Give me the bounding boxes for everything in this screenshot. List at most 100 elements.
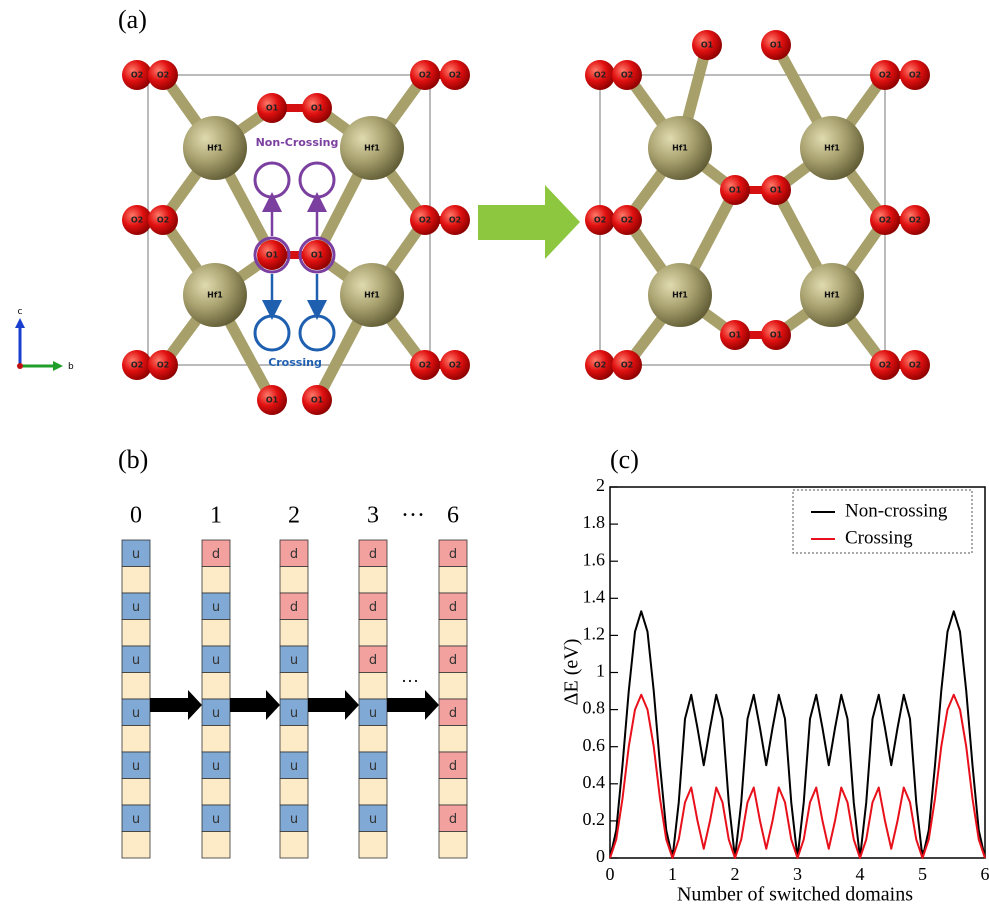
atom-label: O2 [909, 216, 921, 225]
domain-label: u [132, 653, 140, 668]
axis-indicator: c b [15, 307, 74, 372]
domain-label: d [449, 812, 457, 827]
y-tick-label: 1.4 [583, 586, 606, 606]
axis-label: c [18, 307, 23, 317]
spacer-cell [122, 726, 150, 753]
atom-label: O2 [157, 71, 169, 80]
domain-label: u [132, 759, 140, 774]
domain-label: u [290, 812, 298, 827]
spacer-cell [280, 620, 308, 647]
y-tick-label: 0 [596, 846, 605, 866]
x-tick-label: 0 [606, 864, 615, 884]
atom-label: O1 [770, 41, 783, 50]
atom-label: O1 [770, 186, 783, 195]
spacer-cell [439, 620, 467, 647]
series-line [610, 611, 985, 858]
domain-label: u [132, 600, 140, 615]
y-tick-label: 2 [596, 475, 605, 495]
atom-label: O2 [419, 216, 431, 225]
atom-label: O2 [879, 216, 891, 225]
atom-label: O2 [131, 71, 143, 80]
atom-label: O2 [909, 71, 921, 80]
spacer-cell [439, 567, 467, 594]
spacer-cell [439, 779, 467, 806]
step-arrow [308, 690, 359, 720]
atom-label: O2 [594, 361, 606, 370]
atom-label: Hf1 [672, 144, 688, 153]
target-site [300, 163, 334, 197]
y-tick-label: 1 [596, 661, 605, 681]
spacer-cell [359, 832, 387, 859]
atom-label: O2 [449, 216, 461, 225]
spacer-cell [359, 779, 387, 806]
ellipsis: ··· [401, 671, 419, 691]
atom-label: Hf1 [824, 291, 840, 300]
atom-label: O1 [729, 186, 742, 195]
target-site [255, 163, 289, 197]
domain-label: d [449, 600, 457, 615]
page: (a) (b) O2O2O2O2O1O1Hf1Hf1O2O2O2O2O1O1Hf… [0, 0, 989, 907]
axis-label: b [68, 362, 74, 372]
atom-label: O2 [449, 71, 461, 80]
target-site [300, 316, 334, 350]
domain-label: u [290, 706, 298, 721]
domain-label: u [212, 653, 220, 668]
domain-label: d [290, 547, 298, 562]
column-header: 6 [447, 503, 459, 529]
column-header: 2 [288, 503, 300, 529]
atom-label: O2 [419, 361, 431, 370]
energy-chart: (c)00.20.40.60.811.21.41.61.820123456Num… [561, 445, 989, 906]
atom-label: O1 [266, 396, 279, 405]
atom-label: O1 [311, 396, 324, 405]
spacer-cell [122, 620, 150, 647]
arrow-head [53, 361, 63, 371]
transition-arrow [478, 185, 580, 259]
spacer-cell [122, 779, 150, 806]
x-tick-label: 4 [856, 864, 865, 884]
atom-label: O1 [266, 104, 279, 113]
panel-label: (c) [610, 445, 639, 474]
spacer-cell [439, 726, 467, 753]
domain-label: u [369, 812, 377, 827]
target-site [255, 316, 289, 350]
spacer-cell [439, 832, 467, 859]
spacer-cell [359, 620, 387, 647]
atom-label: O1 [729, 331, 742, 340]
domain-label: u [212, 812, 220, 827]
y-tick-label: 1.2 [583, 624, 606, 644]
spacer-cell [202, 832, 230, 859]
atom-label: O2 [449, 361, 461, 370]
x-tick-label: 1 [668, 864, 677, 884]
step-arrow [387, 690, 439, 720]
spacer-cell [202, 673, 230, 700]
atom-label: O2 [621, 71, 633, 80]
column-header: 3 [367, 503, 379, 529]
domain-label: u [369, 706, 377, 721]
arrow-head [15, 318, 25, 328]
domain-label: d [369, 547, 377, 562]
atom-label: Hf1 [207, 144, 223, 153]
domain-label: u [212, 600, 220, 615]
domain-label: u [132, 812, 140, 827]
x-axis-title: Number of switched domains [677, 884, 913, 906]
y-tick-label: 0.6 [583, 735, 606, 755]
spacer-cell [280, 726, 308, 753]
domain-label: d [290, 600, 298, 615]
atom-label: O2 [879, 361, 891, 370]
atom-label: O1 [311, 104, 324, 113]
spacer-cell [280, 832, 308, 859]
spacer-cell [202, 779, 230, 806]
atom-label: O2 [879, 71, 891, 80]
x-tick-label: 3 [793, 864, 802, 884]
spacer-cell [202, 726, 230, 753]
domain-label: d [449, 759, 457, 774]
atom-label: O2 [131, 216, 143, 225]
atom-label: Hf1 [364, 291, 380, 300]
x-tick-label: 2 [731, 864, 740, 884]
figure: (a) (b) O2O2O2O2O1O1Hf1Hf1O2O2O2O2O1O1Hf… [0, 0, 989, 907]
x-tick-label: 6 [981, 864, 989, 884]
series-line [610, 695, 985, 858]
atom-label: O1 [311, 251, 324, 260]
y-tick-label: 0.4 [583, 772, 606, 792]
atom-label: O2 [131, 361, 143, 370]
